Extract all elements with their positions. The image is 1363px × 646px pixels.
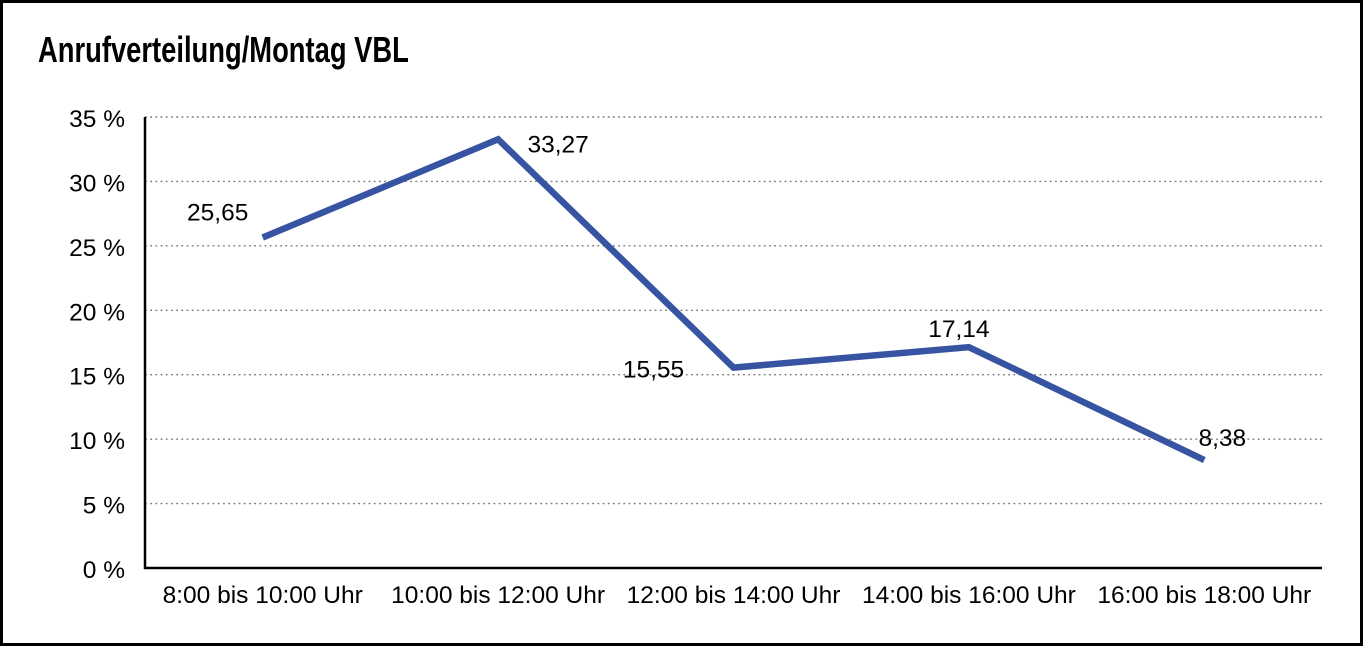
- point-label: 17,14: [928, 316, 989, 343]
- point-label: 33,27: [527, 131, 588, 158]
- y-tick-label: 25 %: [69, 235, 125, 262]
- point-label: 25,65: [187, 199, 248, 226]
- y-tick-label: 0 %: [83, 557, 125, 584]
- point-label: 8,38: [1198, 425, 1246, 452]
- x-category-label: 10:00 bis 12:00 Uhr: [391, 582, 605, 609]
- y-tick-label: 15 %: [69, 364, 125, 391]
- x-category-label: 14:00 bis 16:00 Uhr: [862, 582, 1076, 609]
- x-category-label: 12:00 bis 14:00 Uhr: [627, 582, 841, 609]
- y-tick-label: 35 %: [69, 106, 125, 133]
- y-tick-label: 30 %: [69, 170, 125, 197]
- series-line: [261, 135, 1206, 463]
- chart-title: Anrufverteilung/Montag VBL: [38, 29, 409, 70]
- y-tick-label: 5 %: [83, 493, 125, 520]
- x-category-label: 8:00 bis 10:00 Uhr: [163, 582, 363, 609]
- y-tick-label: 20 %: [69, 299, 125, 326]
- point-label: 15,55: [623, 357, 684, 384]
- y-tick-label: 10 %: [69, 428, 125, 455]
- x-category-label: 16:00 bis 18:00 Uhr: [1097, 582, 1311, 609]
